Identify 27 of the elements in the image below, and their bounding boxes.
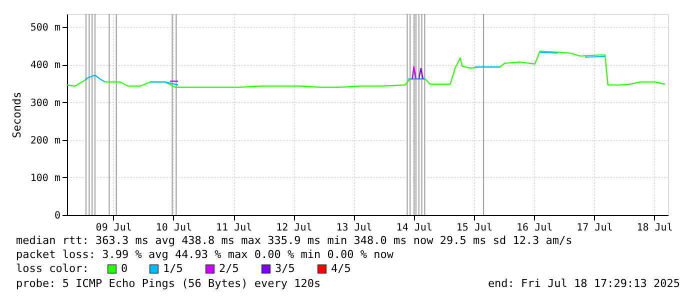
x-tick-label: 13 Jul (336, 222, 372, 234)
x-tick-label: 16 Jul (516, 222, 553, 234)
text: packet loss: 3.99 % avg 44.93 % max 0.00 % min 0.00 % now (16, 248, 394, 261)
x-tick-label: 09 Jul (96, 222, 132, 234)
y-tick-label: 0 (54, 210, 60, 222)
x-tick-label: 10 Jul (156, 222, 192, 234)
y-tick-label: 400 m (30, 60, 60, 72)
x-tick-label: 12 Jul (276, 222, 312, 234)
x-tick-label: 14 Jul (396, 222, 432, 234)
x-tick-label: 17 Jul (576, 222, 613, 234)
legend-label: 0 (121, 262, 128, 275)
legend-label: 1/5 (163, 262, 183, 275)
legend-label: 4/5 (331, 262, 351, 275)
x-tick-label: 11 Jul (216, 222, 252, 234)
text: end: Fri Jul 18 17:29:13 2025 (488, 277, 680, 290)
text: median rtt: 363.3 ms avg 438.8 ms max 335.9 ms min 348.0 ms now 29.5 ms sd 12.3 am/s (16, 234, 572, 247)
legend-label: 2/5 (219, 262, 239, 275)
legend-title: loss color: (16, 262, 89, 275)
y-tick-label: 100 m (30, 172, 60, 184)
y-axis-title: Seconds (10, 92, 24, 138)
x-tick-label: 18 Jul (636, 222, 673, 234)
y-tick-label: 300 m (30, 98, 60, 109)
legend-label: 3/5 (275, 262, 295, 275)
x-tick-label: 15 Jul (456, 222, 493, 234)
y-tick-label: 500 m (30, 22, 60, 34)
y-tick-label: 200 m (30, 135, 60, 146)
text: probe: 5 ICMP Echo Pings (56 Bytes) every 120s (16, 277, 321, 290)
